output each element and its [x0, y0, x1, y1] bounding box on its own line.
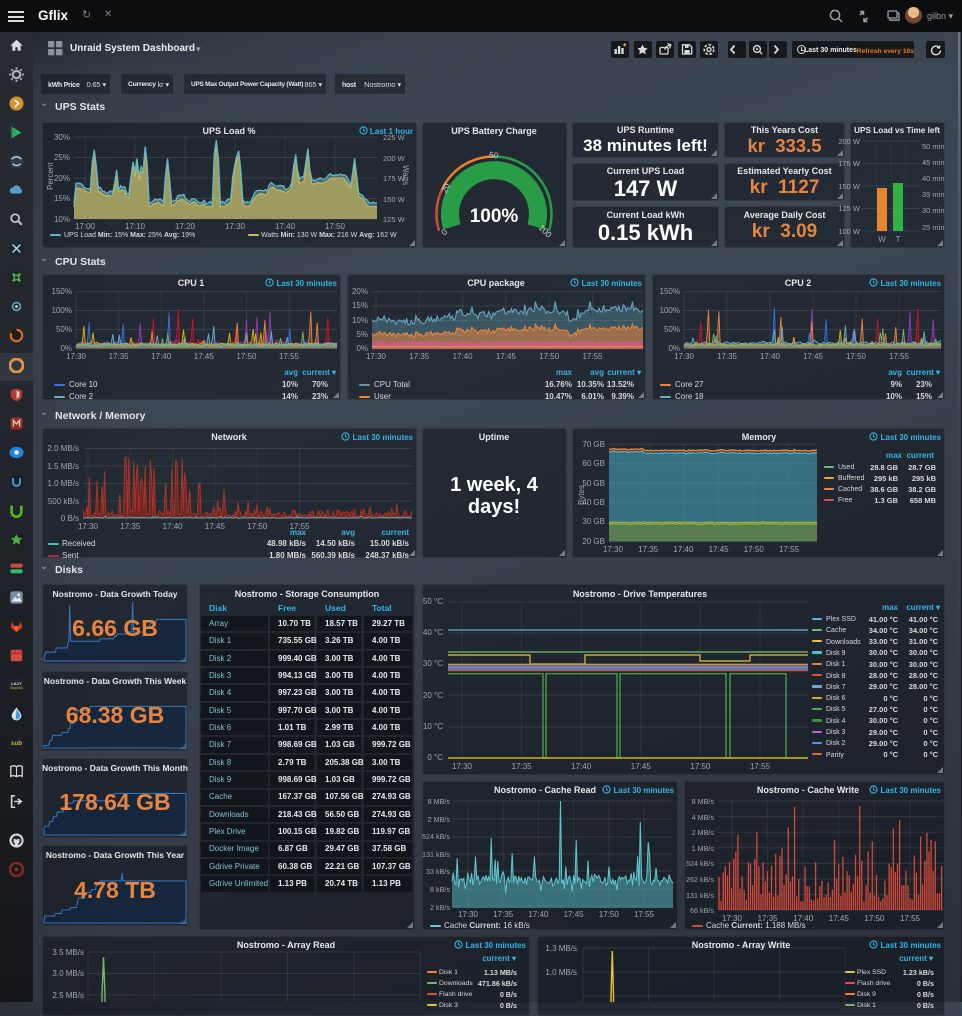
svg-text:LAZY: LAZY	[11, 681, 22, 686]
svg-text:librarian: librarian	[10, 686, 23, 690]
svg-text:sub: sub	[11, 740, 22, 747]
